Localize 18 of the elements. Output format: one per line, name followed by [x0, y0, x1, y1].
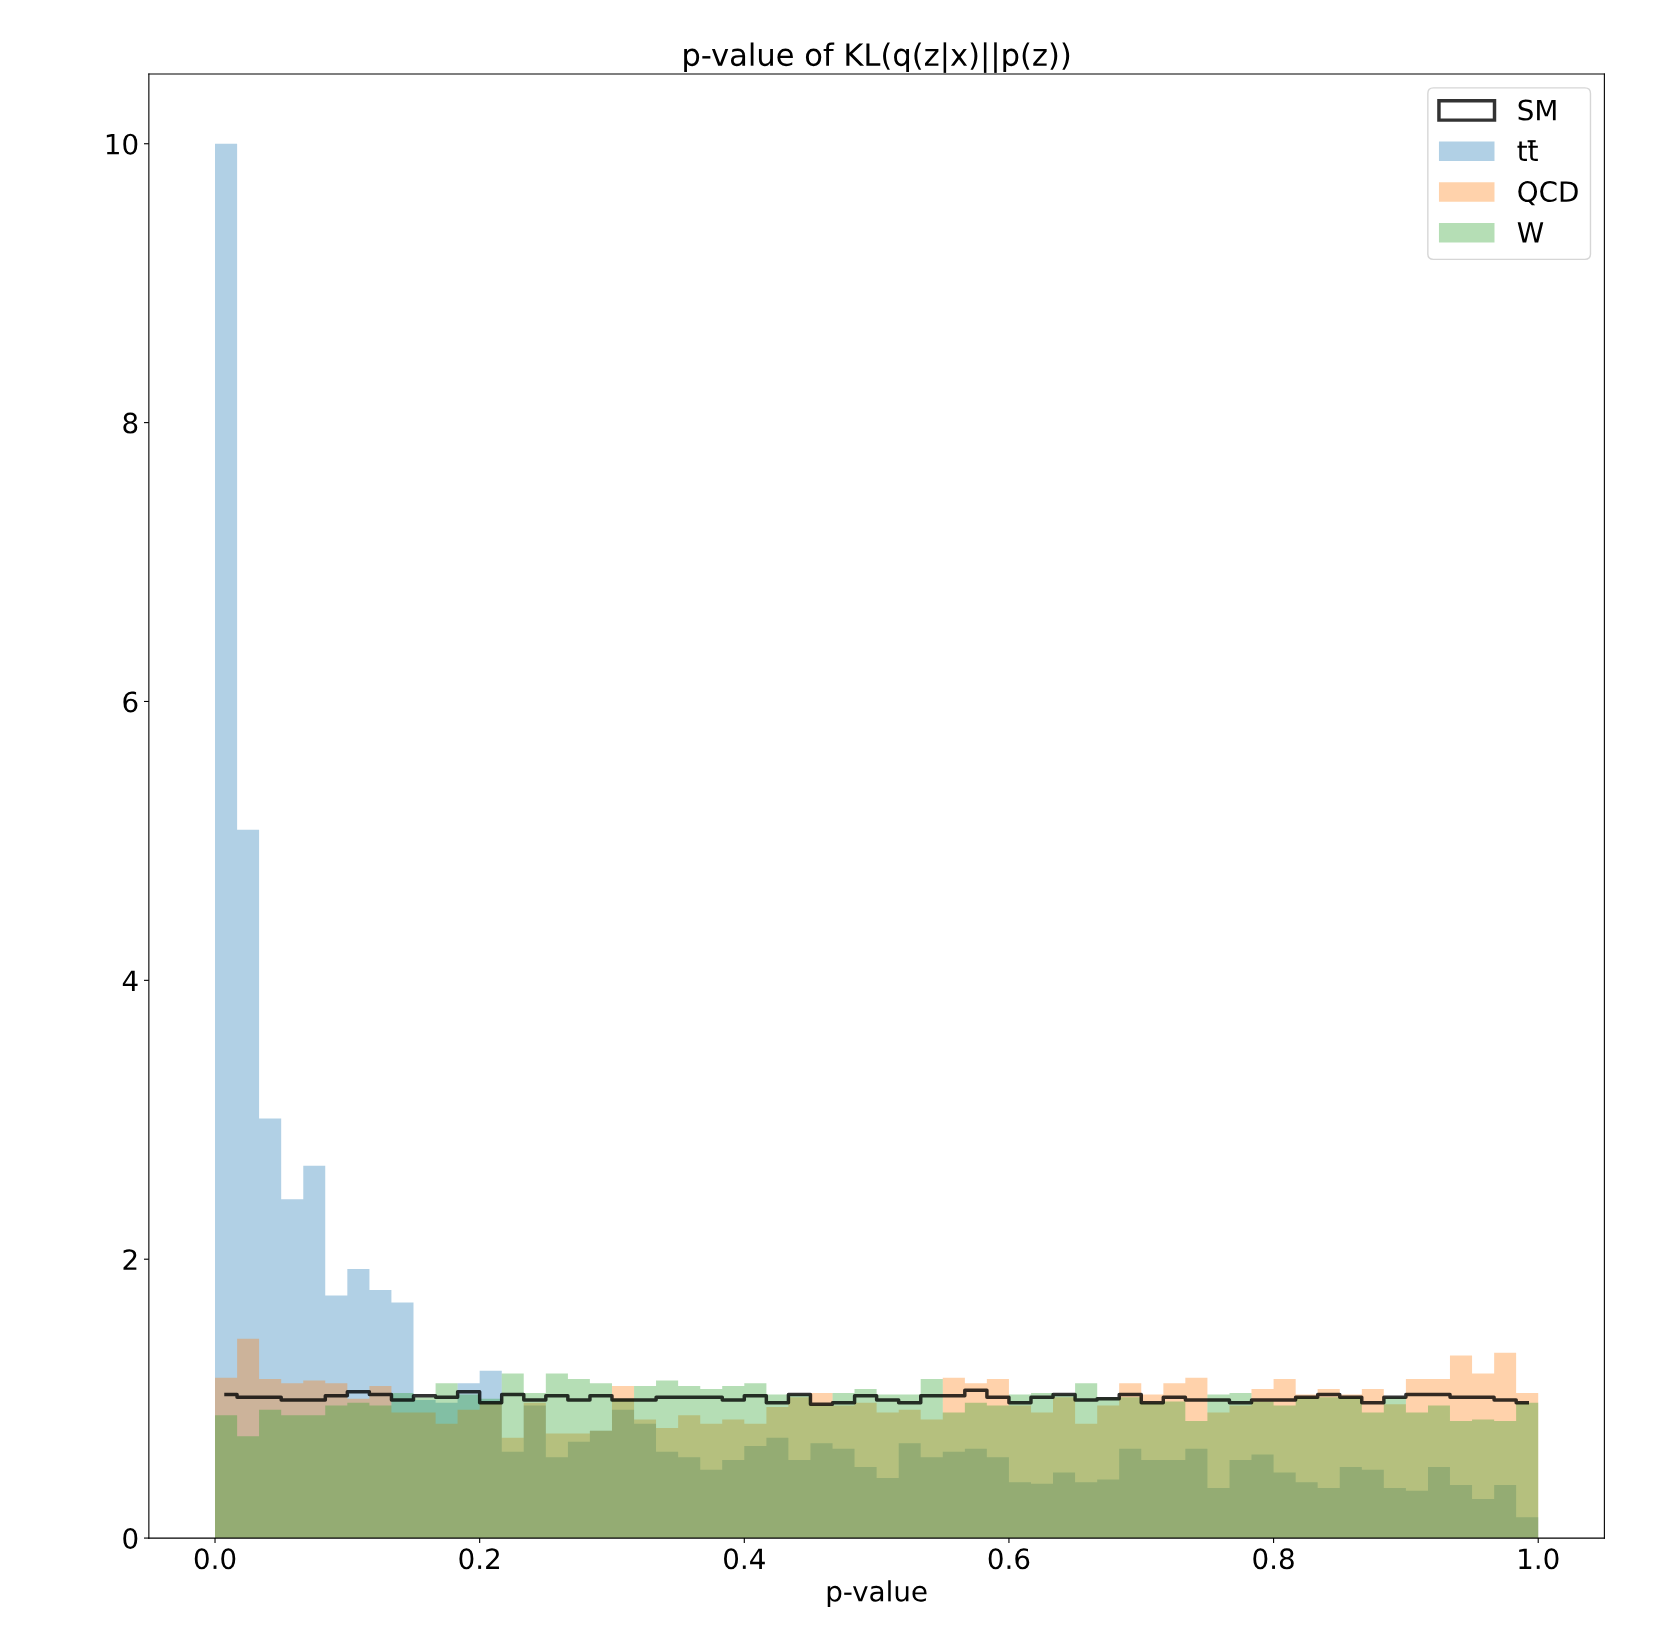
legend-label: SM	[1518, 99, 1556, 121]
y-tick-label: 0	[123, 1528, 138, 1550]
y-tick-label: 6	[123, 691, 138, 713]
x-tick-label: 0.0	[194, 1548, 236, 1570]
legend-label: QCD	[1518, 181, 1578, 206]
x-tick-label: 0.8	[1253, 1548, 1294, 1570]
x-axis-title: p-value	[827, 1580, 927, 1608]
y-tick-label: 2	[123, 1249, 137, 1270]
y-tick-label: 10	[106, 133, 138, 155]
chart-title: p-value of KL(q(z|x)||p(z))	[684, 42, 1070, 73]
x-tick-label: 0.4	[724, 1548, 765, 1570]
x-tick-label: 1.0	[1519, 1548, 1559, 1570]
legend-label: tt̄	[1517, 140, 1538, 161]
legend-label: W	[1517, 222, 1544, 243]
y-tick-label: 8	[123, 412, 138, 434]
y-tick-label: 4	[122, 970, 138, 991]
x-tick-label: 0.6	[988, 1548, 1030, 1570]
x-tick-label: 0.2	[459, 1548, 499, 1570]
